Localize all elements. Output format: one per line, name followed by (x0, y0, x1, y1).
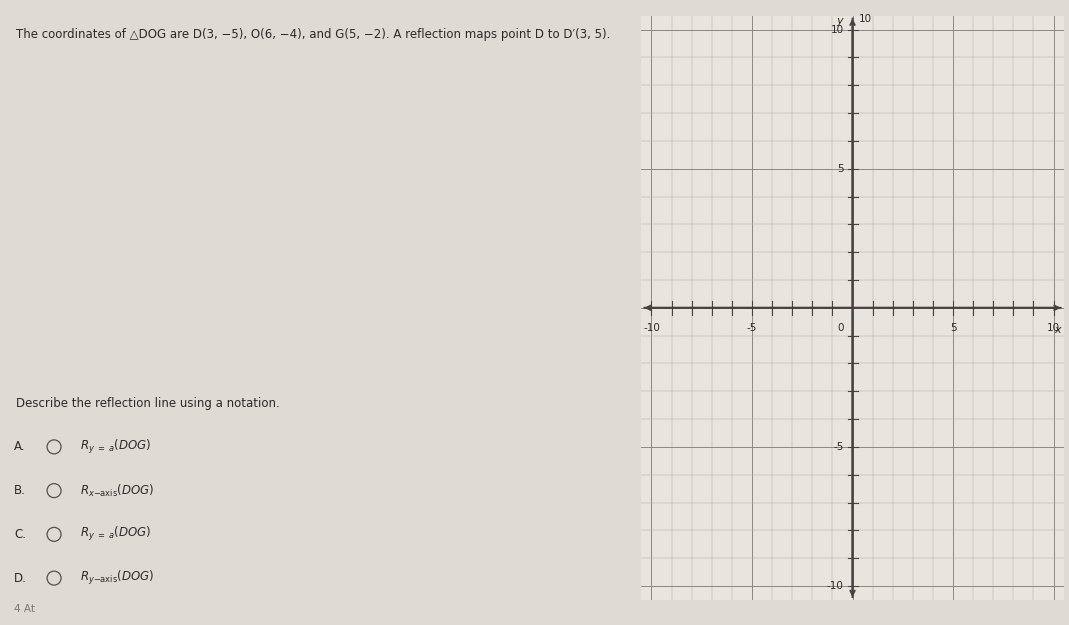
Text: 5: 5 (949, 323, 957, 333)
Text: $R_{y\mathdefault{\ =\ }a}(DOG)$: $R_{y\mathdefault{\ =\ }a}(DOG)$ (79, 438, 151, 456)
Text: -10: -10 (644, 323, 660, 333)
Text: -5: -5 (833, 442, 843, 452)
Text: A.: A. (14, 441, 26, 453)
Text: 0: 0 (837, 323, 843, 333)
Text: 10: 10 (831, 24, 843, 34)
Text: B.: B. (14, 484, 26, 497)
Text: 10: 10 (1047, 323, 1060, 333)
Text: $R_{x\mathdefault{-axis}}(DOG)$: $R_{x\mathdefault{-axis}}(DOG)$ (79, 482, 154, 499)
Text: -5: -5 (747, 323, 757, 333)
Text: D.: D. (14, 572, 27, 584)
Text: x: x (1054, 324, 1060, 334)
Text: The coordinates of △DOG are D(3, −5), O(6, −4), and G(5, −2). A reflection maps : The coordinates of △DOG are D(3, −5), O(… (16, 28, 610, 41)
Text: 5: 5 (837, 164, 843, 174)
Text: 10: 10 (858, 14, 871, 24)
Text: $R_{y\mathdefault{-axis}}(DOG)$: $R_{y\mathdefault{-axis}}(DOG)$ (79, 569, 154, 587)
Text: Describe the reflection line using a notation.: Describe the reflection line using a not… (16, 397, 280, 410)
Text: 4 At: 4 At (14, 604, 35, 614)
Text: -10: -10 (826, 581, 843, 591)
Text: C.: C. (14, 528, 26, 541)
Text: $R_{y\mathdefault{\ =\ }a}(DOG)$: $R_{y\mathdefault{\ =\ }a}(DOG)$ (79, 526, 151, 543)
Text: y: y (836, 16, 842, 26)
